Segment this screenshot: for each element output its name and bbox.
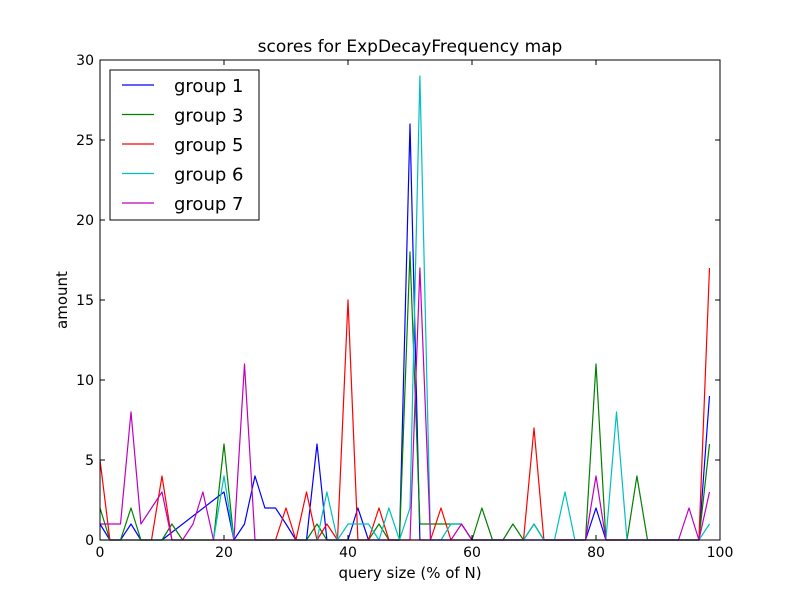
x-axis-ticks: 0 20 40 60 80 100 [96,60,734,561]
y-tick-label: 15 [76,293,94,309]
x-axis-label: query size (% of N) [338,564,481,582]
y-tick-label: 0 [85,533,94,549]
legend-label: group 7 [174,194,243,215]
legend-label: group 5 [174,135,243,156]
legend-label: group 1 [174,76,243,97]
legend-box [109,69,260,221]
y-tick-label: 5 [85,453,94,469]
y-tick-label: 30 [76,53,94,69]
chart-title: scores for ExpDecayFrequency map [258,37,563,57]
legend-label: group 6 [174,165,243,186]
y-axis-ticks: 0 5 10 15 20 25 30 [76,53,720,549]
x-tick-label: 100 [707,545,734,561]
legend: group 1 group 3 group 5 group 6 group 7 [109,69,260,221]
x-tick-label: 80 [587,545,605,561]
y-tick-label: 10 [76,373,94,389]
x-tick-label: 40 [339,545,357,561]
y-tick-label: 20 [76,213,94,229]
x-tick-label: 20 [215,545,233,561]
y-tick-label: 25 [76,133,94,149]
x-tick-label: 60 [463,545,481,561]
x-tick-label: 0 [96,545,105,561]
legend-label: group 3 [174,106,243,127]
y-axis-label: amount [53,271,71,329]
